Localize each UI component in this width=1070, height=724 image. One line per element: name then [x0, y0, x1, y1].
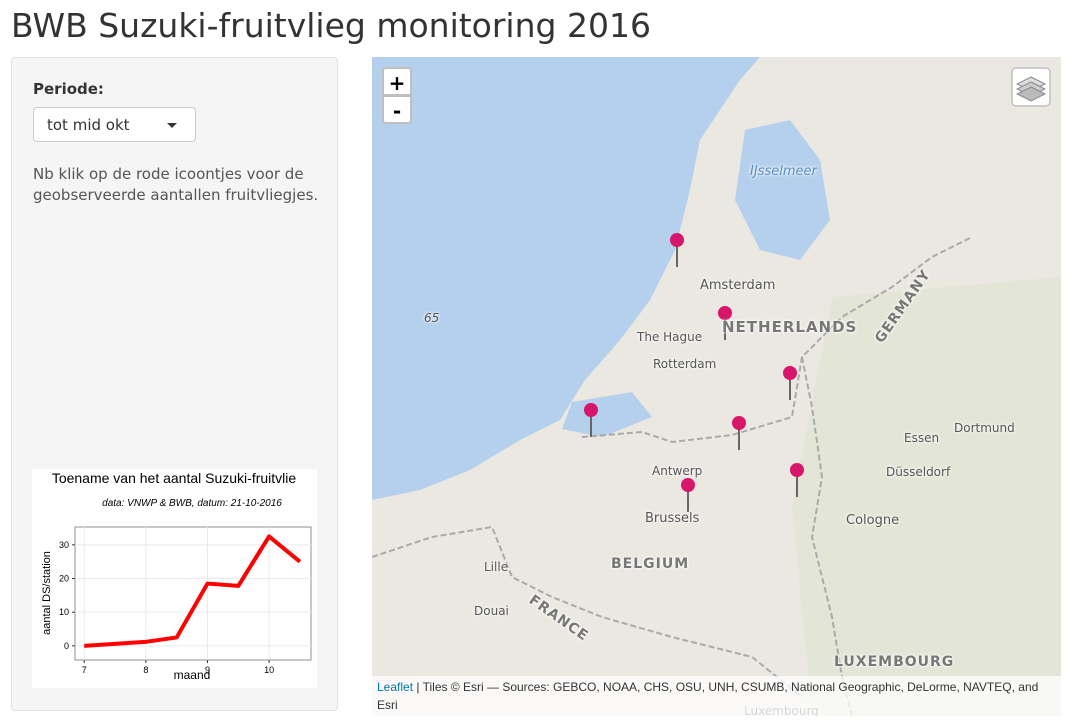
leaflet-link[interactable]: Leaflet: [377, 680, 414, 694]
note: Nb klik op de rode icoontjes voor de geo…: [33, 165, 319, 204]
layers-control[interactable]: [1011, 67, 1051, 107]
y-tick-label: 20: [59, 574, 69, 584]
map-label: Lille: [484, 560, 509, 574]
period-label: Periode:: [33, 80, 104, 98]
y-axis-label: aantal DS/station: [41, 551, 53, 635]
map-label: Antwerp: [652, 464, 703, 478]
y-tick-label: 10: [59, 607, 69, 617]
land-green: [792, 277, 1061, 716]
map-label: Cologne: [846, 513, 900, 528]
marker[interactable]: [790, 463, 804, 497]
period-select[interactable]: tot mid okt: [33, 107, 196, 142]
data-line: [84, 534, 302, 648]
chart: Toename van het aantal Suzuki-fruitvlie …: [32, 469, 317, 688]
marker[interactable]: [718, 306, 732, 340]
x-axis-label: maand: [174, 668, 211, 682]
page-title: BWB Suzuki-fruitvlieg monitoring 2016: [11, 6, 651, 45]
map-label: Düsseldorf: [886, 465, 951, 479]
x-tick-label: 9: [205, 665, 210, 675]
map-label: 65: [424, 311, 440, 325]
x-tick-label: 7: [82, 665, 87, 675]
map-label: Essen: [904, 431, 940, 445]
map-label: Rotterdam: [653, 357, 717, 371]
marker[interactable]: [681, 478, 695, 512]
markers: [584, 233, 804, 512]
map-label: BELGIUM: [611, 556, 690, 572]
marker[interactable]: [783, 366, 797, 400]
x-tick-label: 8: [143, 665, 148, 675]
attribution-text: | Tiles © Esri — Sources: GEBCO, NOAA, C…: [377, 680, 1039, 712]
estuary: [562, 392, 652, 437]
zoom-in[interactable]: +: [382, 67, 412, 96]
y-tick-label: 0: [64, 641, 69, 651]
marker[interactable]: [732, 416, 746, 450]
map-label: Brussels: [645, 511, 700, 526]
marker[interactable]: [670, 233, 684, 267]
x-tick-label: 10: [264, 665, 274, 675]
map-label: Amsterdam: [700, 278, 776, 293]
plot-frame: [74, 526, 312, 661]
chart-title: Toename van het aantal Suzuki-fruitvlie: [52, 470, 297, 486]
map-label: The Hague: [637, 330, 703, 344]
marker[interactable]: [584, 403, 598, 437]
map-tiles: [372, 57, 1061, 716]
y-tick-label: 30: [59, 540, 69, 550]
zoom-out[interactable]: -: [382, 95, 412, 124]
map-label: Dortmund: [954, 421, 1015, 435]
map-label: NETHERLANDS: [722, 318, 858, 336]
map-label: Douai: [474, 604, 509, 618]
chart-subtitle: data: VNWP & BWB, datum: 21-10-2016: [102, 498, 282, 509]
map-label: LUXEMBOURG: [834, 654, 955, 670]
lake: [735, 120, 830, 260]
attribution: Leaflet | Tiles © Esri — Sources: GEBCO,…: [372, 676, 1061, 716]
layers-icon: [1015, 76, 1047, 102]
border: [581, 236, 973, 444]
map[interactable]: IJsselmeer Amsterdam NETHERLANDS The Hag…: [372, 57, 1061, 716]
map-label: IJsselmeer: [750, 164, 817, 179]
border: [372, 525, 803, 698]
